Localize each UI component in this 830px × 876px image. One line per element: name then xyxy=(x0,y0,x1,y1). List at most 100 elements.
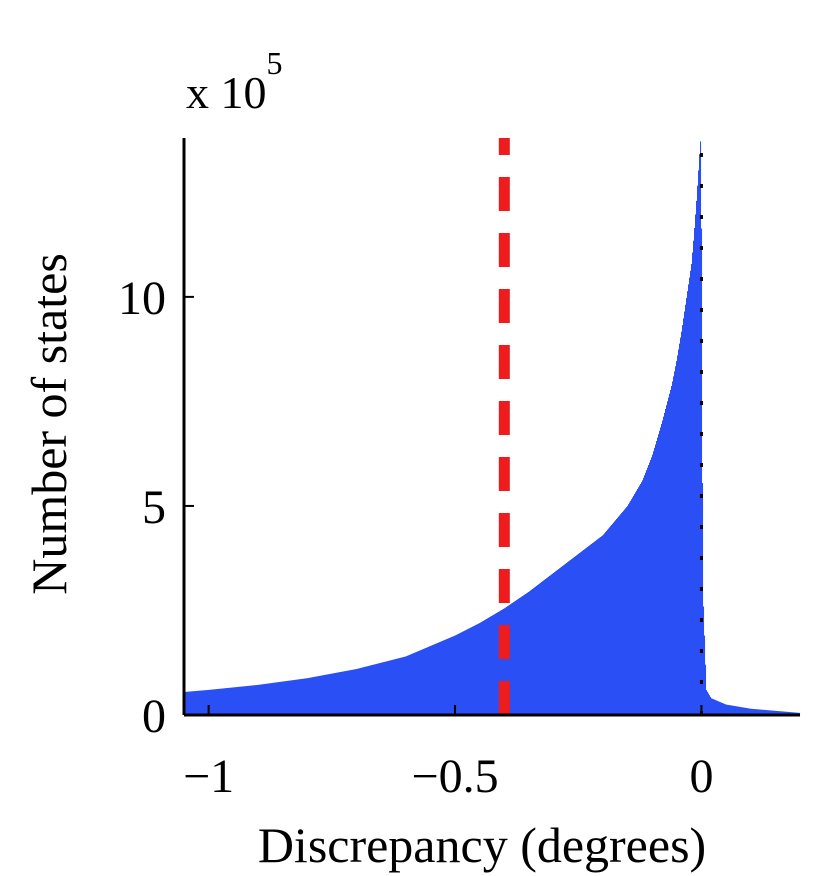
histogram-bar xyxy=(374,664,376,715)
histogram-bar xyxy=(271,683,273,715)
histogram-bar xyxy=(692,252,694,715)
histogram-bar xyxy=(711,698,713,715)
histogram-bar xyxy=(480,622,482,715)
histogram-bar xyxy=(555,571,557,715)
histogram-bar xyxy=(619,515,621,715)
histogram-bars xyxy=(184,141,801,716)
histogram-bar xyxy=(300,679,302,715)
histogram-bar xyxy=(262,684,264,715)
histogram-bar xyxy=(621,513,623,715)
histogram-bar xyxy=(208,689,210,715)
histogram-bar xyxy=(213,689,215,715)
histogram-bar xyxy=(457,634,459,715)
histogram-bar xyxy=(218,688,220,715)
histogram-bar xyxy=(269,683,271,715)
histogram-bar xyxy=(509,604,511,715)
histogram-bar xyxy=(667,401,669,715)
histogram-bar xyxy=(270,683,272,715)
histogram-bar xyxy=(784,711,786,715)
histogram-bar xyxy=(202,690,204,715)
histogram-bar xyxy=(227,687,229,715)
histogram-bar xyxy=(299,679,301,715)
histogram-bar xyxy=(421,649,423,715)
histogram-bar xyxy=(542,581,544,715)
histogram-bar xyxy=(355,669,357,715)
histogram-bar xyxy=(527,592,529,715)
histogram-bar xyxy=(650,459,652,715)
histogram-bar xyxy=(595,540,597,715)
histogram-bar xyxy=(723,703,725,715)
histogram-bar xyxy=(576,555,578,715)
histogram-bar xyxy=(781,711,783,715)
histogram-bar xyxy=(354,669,356,715)
histogram-bar xyxy=(763,709,765,715)
histogram-bar xyxy=(735,706,737,715)
histogram-bar xyxy=(346,670,348,715)
histogram-bar xyxy=(368,665,370,715)
histogram-bar xyxy=(707,691,709,715)
histogram-bar xyxy=(554,572,556,715)
histogram-bar xyxy=(199,690,201,715)
x-tick-label: −0.5 xyxy=(412,750,499,803)
histogram-bar xyxy=(678,349,680,715)
histogram-bar xyxy=(420,650,422,715)
histogram-bar xyxy=(745,707,747,715)
histogram-bar xyxy=(442,640,444,715)
histogram-bar xyxy=(704,635,706,715)
histogram-bar xyxy=(642,480,644,715)
histogram-bar xyxy=(649,462,651,715)
histogram-bar xyxy=(774,710,776,715)
histogram-bar xyxy=(221,688,223,715)
histogram-bar xyxy=(505,607,507,715)
histogram-bar xyxy=(647,467,649,715)
histogram-bar xyxy=(490,616,492,715)
histogram-bar xyxy=(394,659,396,715)
histogram-bar xyxy=(626,507,628,715)
histogram-bar xyxy=(740,706,742,715)
histogram-bar xyxy=(616,519,618,715)
y-multiplier: x 105 xyxy=(186,45,283,118)
histogram-bar xyxy=(372,664,374,715)
histogram-bar xyxy=(441,641,443,715)
histogram-bar xyxy=(560,567,562,715)
histogram-bar xyxy=(549,575,551,715)
histogram-bar xyxy=(278,682,280,715)
histogram-bar xyxy=(615,520,617,715)
histogram-bar xyxy=(326,674,328,715)
histogram-bar xyxy=(456,634,458,715)
histogram-bar xyxy=(708,693,710,715)
histogram-bar xyxy=(263,684,265,715)
histogram-bar xyxy=(192,691,194,715)
histogram-bar xyxy=(556,570,558,715)
histogram-bar xyxy=(674,371,676,715)
histogram-bar xyxy=(419,650,421,715)
histogram-bar xyxy=(559,568,561,715)
histogram-bar xyxy=(336,672,338,715)
histogram-bar xyxy=(654,447,656,715)
histogram-bar xyxy=(392,659,394,715)
histogram-bar xyxy=(727,704,729,715)
histogram-bar xyxy=(314,676,316,715)
histogram-bar xyxy=(390,660,392,715)
histogram-bar xyxy=(613,522,615,715)
histogram-bar xyxy=(448,638,450,715)
histogram-bar xyxy=(709,695,711,715)
histogram-bar xyxy=(353,669,355,715)
histogram-bar xyxy=(548,576,550,715)
histogram-bar xyxy=(384,661,386,715)
histogram-bar xyxy=(376,663,378,715)
histogram-bar xyxy=(282,681,284,715)
histogram-bar xyxy=(676,361,678,715)
histogram-bar xyxy=(223,688,225,715)
histogram-bar xyxy=(639,485,641,715)
histogram-bar xyxy=(776,710,778,715)
histogram-bar xyxy=(631,499,633,715)
histogram-bar xyxy=(612,523,614,715)
histogram-bar xyxy=(344,671,346,715)
histogram-bar xyxy=(778,711,780,715)
histogram-bar xyxy=(686,297,688,715)
histogram-bar xyxy=(186,691,188,715)
histogram-bar xyxy=(777,711,779,715)
histogram-bar xyxy=(217,689,219,715)
histogram-bar xyxy=(324,674,326,715)
